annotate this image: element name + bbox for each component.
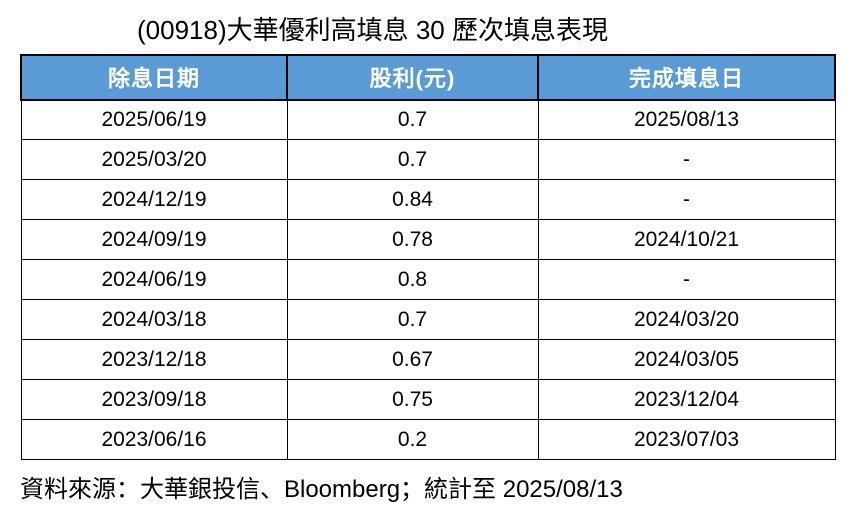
table-row: 2024/09/19 0.78 2024/10/21 [20,219,836,261]
table-row: 2024/03/18 0.7 2024/03/20 [20,299,836,341]
cell-ex-dividend-date: 2024/09/19 [20,219,288,261]
column-header-dividend: 股利(元) [286,53,539,101]
cell-dividend: 0.7 [286,99,539,141]
cell-dividend: 0.7 [286,299,539,341]
table-row: 2024/12/19 0.84 - [20,179,836,221]
cell-ex-dividend-date: 2024/06/19 [20,259,288,301]
cell-dividend: 0.2 [286,419,539,461]
cell-dividend: 0.8 [286,259,539,301]
table-row: 2023/06/16 0.2 2023/07/03 [20,419,836,461]
cell-ex-dividend-date: 2025/06/19 [20,99,288,141]
table-row: 2024/06/19 0.8 - [20,259,836,301]
cell-fill-complete-date: 2025/08/13 [537,99,836,141]
cell-dividend: 0.75 [286,379,539,421]
table-row: 2025/06/19 0.7 2025/08/13 [20,99,836,141]
cell-fill-complete-date: 2024/10/21 [537,219,836,261]
column-header-ex-dividend-date: 除息日期 [20,53,288,101]
cell-fill-complete-date: 2023/12/04 [537,379,836,421]
table-row: 2023/12/18 0.67 2024/03/05 [20,339,836,381]
cell-ex-dividend-date: 2023/09/18 [20,379,288,421]
cell-dividend: 0.78 [286,219,539,261]
cell-fill-complete-date: 2024/03/05 [537,339,836,381]
cell-ex-dividend-date: 2024/03/18 [20,299,288,341]
cell-fill-complete-date: 2023/07/03 [537,419,836,461]
table-row: 2023/09/18 0.75 2023/12/04 [20,379,836,421]
page-title: (00918)大華優利高填息 30 歷次填息表現 [137,15,608,45]
cell-fill-complete-date: - [537,259,836,301]
cell-dividend: 0.84 [286,179,539,221]
cell-dividend: 0.67 [286,339,539,381]
source-note: 資料來源：大華銀投信、Bloomberg；統計至 2025/08/13 [20,476,623,504]
fill-performance-table: 除息日期 股利(元) 完成填息日 2025/06/19 0.7 2025/08/… [20,53,836,461]
cell-fill-complete-date: - [537,179,836,221]
cell-ex-dividend-date: 2024/12/19 [20,179,288,221]
table-header-row: 除息日期 股利(元) 完成填息日 [20,53,836,101]
cell-ex-dividend-date: 2025/03/20 [20,139,288,181]
cell-fill-complete-date: 2024/03/20 [537,299,836,341]
cell-ex-dividend-date: 2023/12/18 [20,339,288,381]
cell-ex-dividend-date: 2023/06/16 [20,419,288,461]
column-header-fill-complete-date: 完成填息日 [537,53,836,101]
cell-dividend: 0.7 [286,139,539,181]
table-row: 2025/03/20 0.7 - [20,139,836,181]
cell-fill-complete-date: - [537,139,836,181]
